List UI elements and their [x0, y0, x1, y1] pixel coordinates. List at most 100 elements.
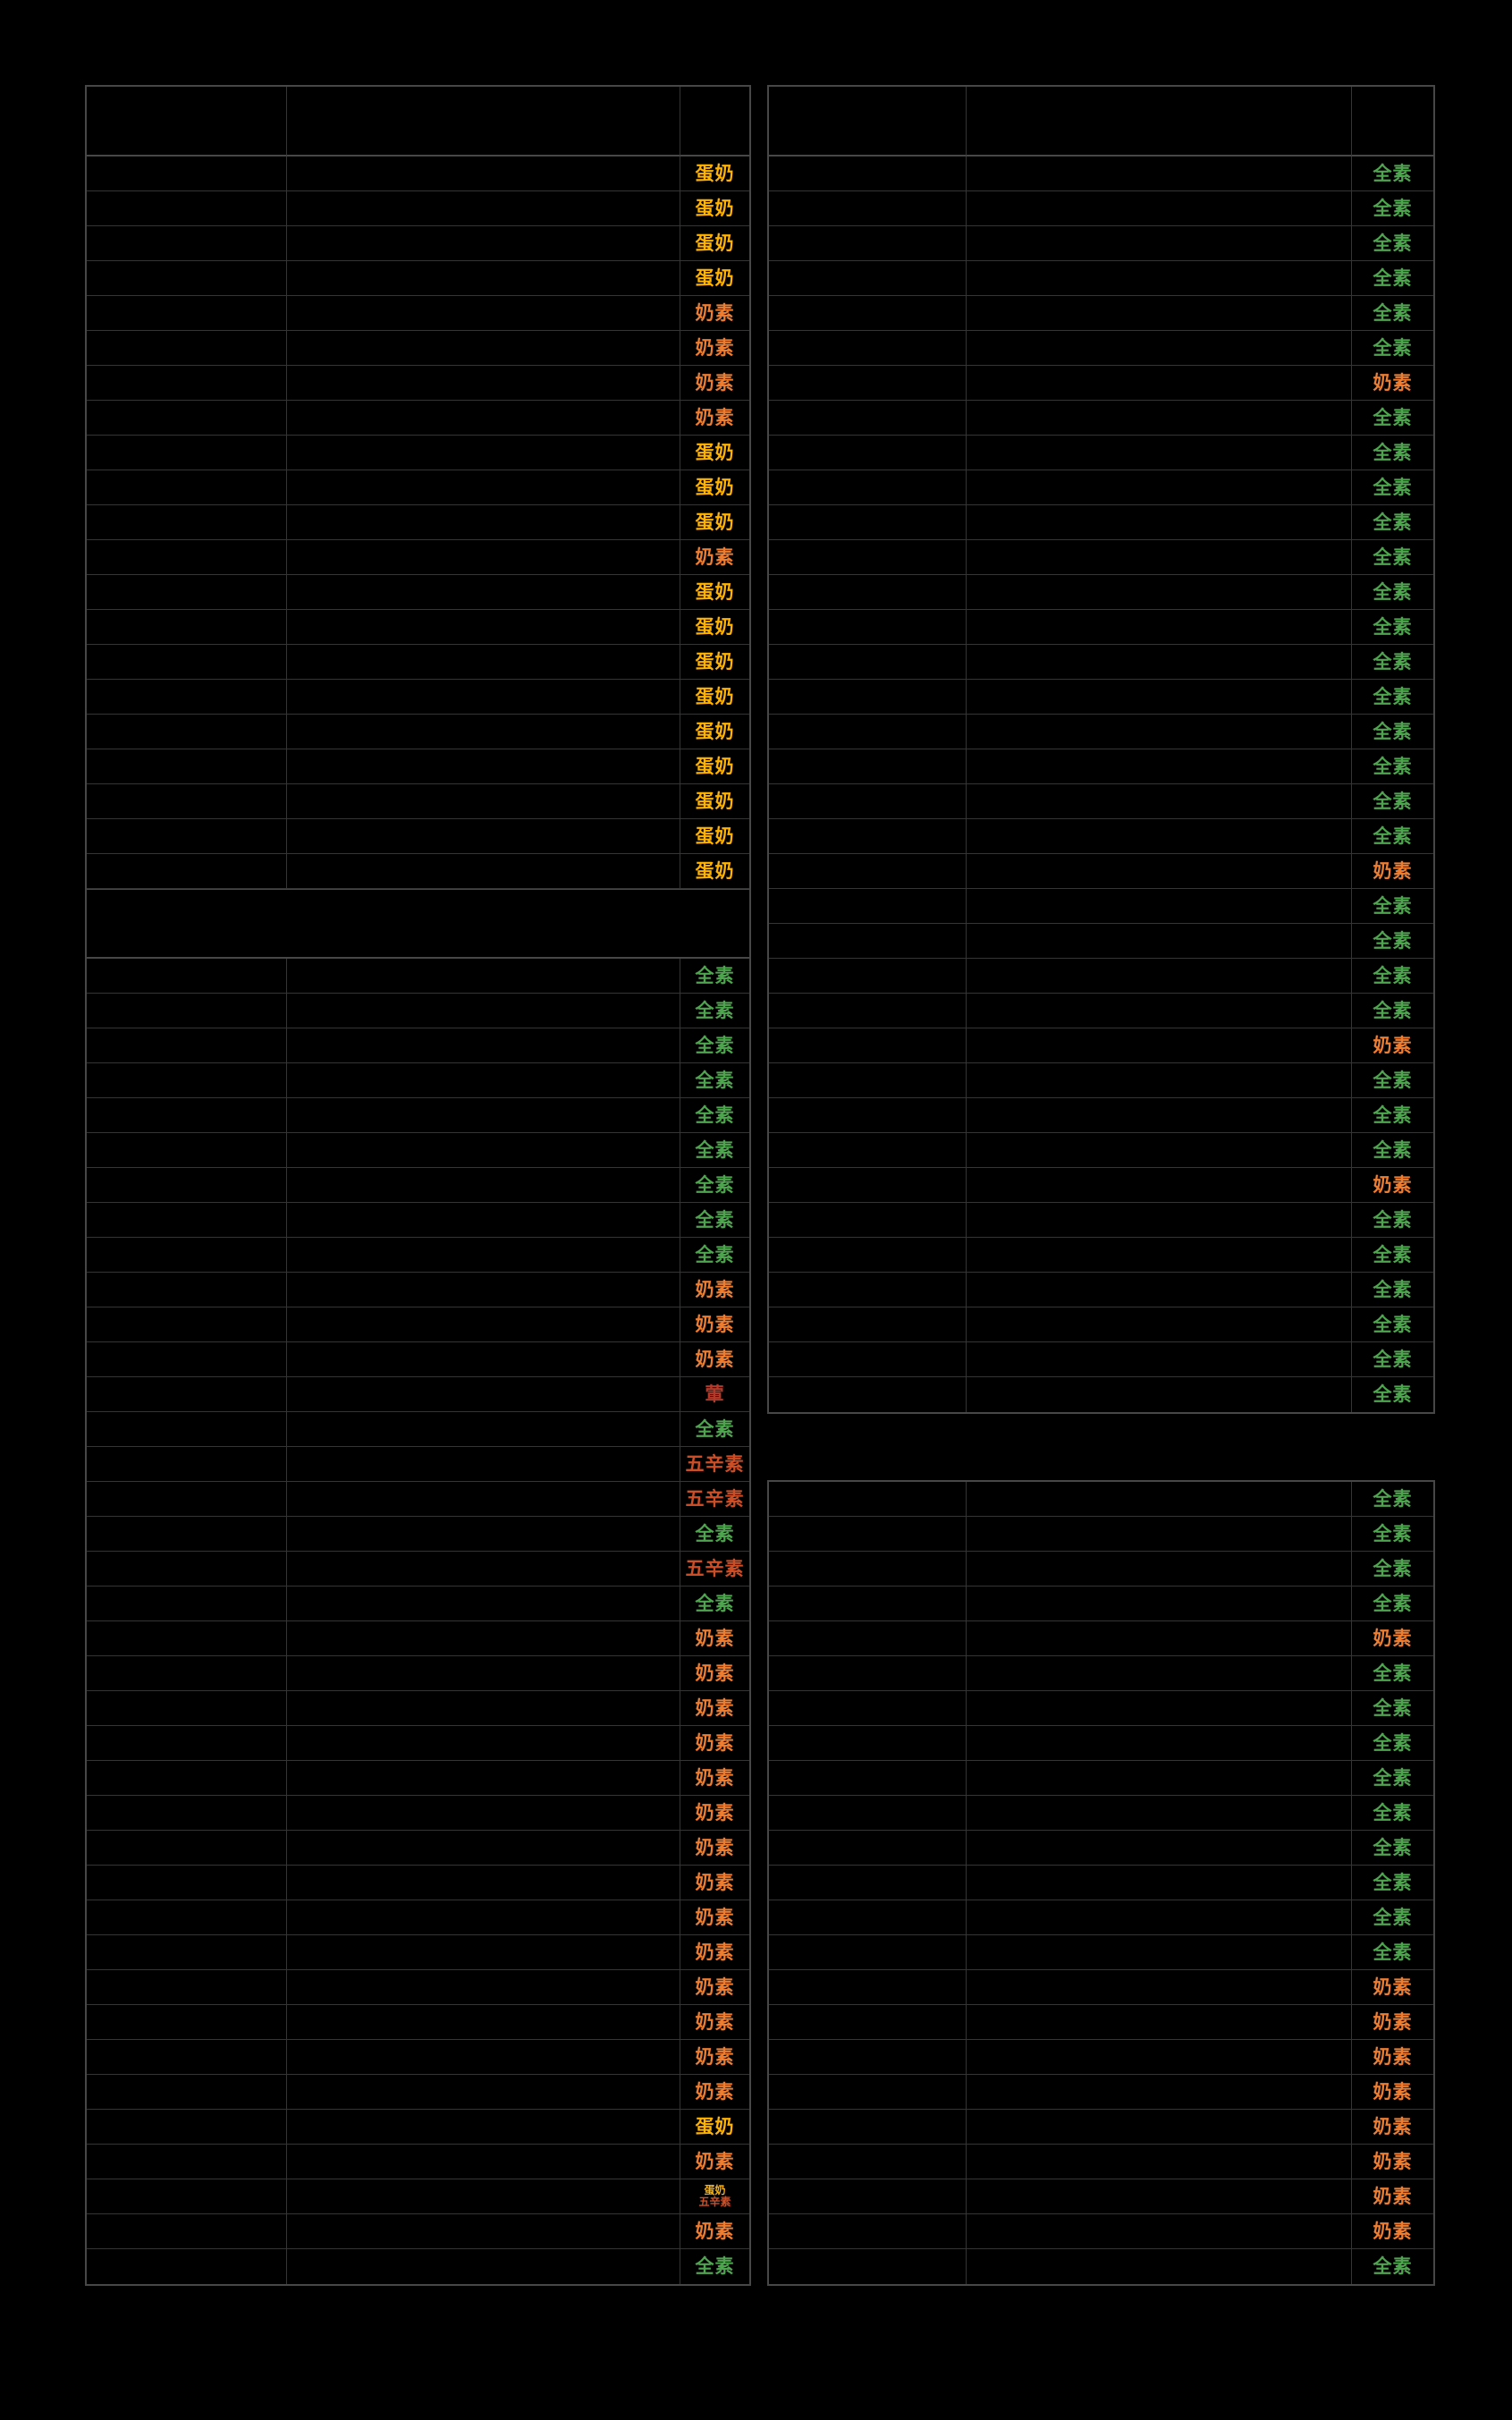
cell-diet-type[interactable]: 全素 — [1352, 2249, 1433, 2284]
cell-item-description[interactable] — [287, 2110, 680, 2145]
cell-item-description[interactable] — [287, 610, 680, 645]
cell-item-description[interactable] — [287, 191, 680, 226]
cell-item-name[interactable] — [769, 1203, 967, 1238]
cell-diet-type[interactable]: 全素 — [680, 1412, 749, 1447]
cell-item-name[interactable] — [87, 1342, 287, 1377]
cell-item-name[interactable] — [769, 2249, 967, 2284]
cell-item-description[interactable] — [287, 959, 680, 994]
cell-item-name[interactable] — [87, 1517, 287, 1552]
header-cell-name[interactable] — [87, 87, 287, 157]
cell-diet-type[interactable]: 奶素 — [680, 1900, 749, 1935]
cell-item-name[interactable] — [87, 296, 287, 331]
cell-item-description[interactable] — [287, 2005, 680, 2040]
cell-item-description[interactable] — [287, 1028, 680, 1063]
cell-item-description[interactable] — [287, 1831, 680, 1866]
cell-item-description[interactable] — [967, 1796, 1352, 1831]
cell-diet-type[interactable]: 全素 — [1352, 1796, 1433, 1831]
cell-diet-type[interactable]: 奶素 — [680, 401, 749, 436]
cell-diet-type[interactable]: 奶素 — [680, 2005, 749, 2040]
cell-item-description[interactable] — [967, 261, 1352, 296]
cell-item-name[interactable] — [87, 436, 287, 470]
cell-item-description[interactable] — [967, 2110, 1352, 2145]
cell-diet-type[interactable]: 全素 — [1352, 1377, 1433, 1412]
cell-diet-type[interactable]: 全素 — [1352, 1587, 1433, 1621]
cell-item-description[interactable] — [287, 226, 680, 261]
cell-diet-type[interactable]: 奶素 — [680, 1796, 749, 1831]
cell-item-description[interactable] — [287, 366, 680, 401]
cell-item-description[interactable] — [287, 261, 680, 296]
cell-item-name[interactable] — [769, 1935, 967, 1970]
cell-item-name[interactable] — [87, 1482, 287, 1517]
cell-item-description[interactable] — [967, 924, 1352, 959]
cell-diet-type[interactable]: 全素 — [680, 1238, 749, 1273]
cell-item-name[interactable] — [769, 331, 967, 366]
cell-item-description[interactable] — [287, 505, 680, 540]
cell-diet-type[interactable]: 全素 — [1352, 1517, 1433, 1552]
cell-item-name[interactable] — [769, 470, 967, 505]
cell-diet-type[interactable]: 全素 — [1352, 436, 1433, 470]
cell-item-name[interactable] — [87, 1307, 287, 1342]
cell-item-description[interactable] — [967, 1726, 1352, 1761]
cell-item-description[interactable] — [967, 1273, 1352, 1307]
cell-item-description[interactable] — [287, 1203, 680, 1238]
cell-diet-type[interactable]: 奶素 — [1352, 854, 1433, 889]
cell-item-name[interactable] — [87, 1970, 287, 2005]
cell-item-description[interactable] — [967, 645, 1352, 680]
cell-item-name[interactable] — [87, 1866, 287, 1900]
cell-item-name[interactable] — [769, 1133, 967, 1168]
cell-item-name[interactable] — [769, 2110, 967, 2145]
header-cell-diet-type[interactable] — [1352, 87, 1433, 157]
cell-item-description[interactable] — [967, 331, 1352, 366]
cell-item-description[interactable] — [967, 1028, 1352, 1063]
cell-item-description[interactable] — [967, 1377, 1352, 1412]
cell-diet-type[interactable]: 全素 — [1352, 540, 1433, 575]
cell-item-name[interactable] — [769, 2040, 967, 2075]
cell-item-name[interactable] — [769, 401, 967, 436]
cell-item-description[interactable] — [967, 1935, 1352, 1970]
cell-item-name[interactable] — [87, 401, 287, 436]
cell-item-description[interactable] — [287, 1307, 680, 1342]
cell-item-name[interactable] — [769, 1168, 967, 1203]
cell-item-description[interactable] — [967, 1307, 1352, 1342]
cell-item-name[interactable] — [87, 1063, 287, 1098]
cell-item-name[interactable] — [87, 994, 287, 1028]
cell-item-name[interactable] — [87, 331, 287, 366]
cell-item-name[interactable] — [87, 610, 287, 645]
cell-item-description[interactable] — [287, 994, 680, 1028]
cell-item-description[interactable] — [967, 680, 1352, 715]
cell-item-name[interactable] — [87, 1203, 287, 1238]
cell-diet-type[interactable]: 全素 — [1352, 296, 1433, 331]
cell-item-description[interactable] — [287, 1098, 680, 1133]
cell-diet-type[interactable]: 奶素 — [680, 2145, 749, 2179]
cell-item-name[interactable] — [87, 784, 287, 819]
cell-item-description[interactable] — [967, 784, 1352, 819]
cell-item-name[interactable] — [87, 470, 287, 505]
cell-item-description[interactable] — [967, 610, 1352, 645]
cell-item-name[interactable] — [87, 226, 287, 261]
cell-item-name[interactable] — [769, 366, 967, 401]
cell-diet-type[interactable]: 蛋奶 — [680, 2110, 749, 2145]
cell-item-name[interactable] — [87, 854, 287, 889]
cell-item-description[interactable] — [967, 994, 1352, 1028]
cell-item-description[interactable] — [967, 157, 1352, 191]
cell-item-name[interactable] — [769, 157, 967, 191]
cell-item-name[interactable] — [87, 1168, 287, 1203]
cell-item-description[interactable] — [967, 401, 1352, 436]
cell-diet-type[interactable]: 奶素 — [1352, 2145, 1433, 2179]
cell-diet-type[interactable]: 奶素 — [680, 296, 749, 331]
cell-item-description[interactable] — [967, 1552, 1352, 1587]
cell-item-description[interactable] — [287, 1970, 680, 2005]
cell-item-name[interactable] — [87, 157, 287, 191]
cell-diet-type[interactable]: 蛋奶 — [680, 261, 749, 296]
cell-diet-type[interactable]: 蛋奶 — [680, 575, 749, 610]
cell-item-description[interactable] — [287, 2214, 680, 2249]
cell-item-name[interactable] — [769, 261, 967, 296]
cell-item-name[interactable] — [87, 1621, 287, 1656]
cell-diet-type[interactable]: 奶素 — [1352, 2214, 1433, 2249]
cell-item-name[interactable] — [87, 2040, 287, 2075]
cell-item-name[interactable] — [769, 2214, 967, 2249]
cell-diet-type[interactable]: 全素 — [1352, 1482, 1433, 1517]
cell-item-description[interactable] — [967, 540, 1352, 575]
cell-item-description[interactable] — [967, 2005, 1352, 2040]
cell-item-name[interactable] — [769, 540, 967, 575]
